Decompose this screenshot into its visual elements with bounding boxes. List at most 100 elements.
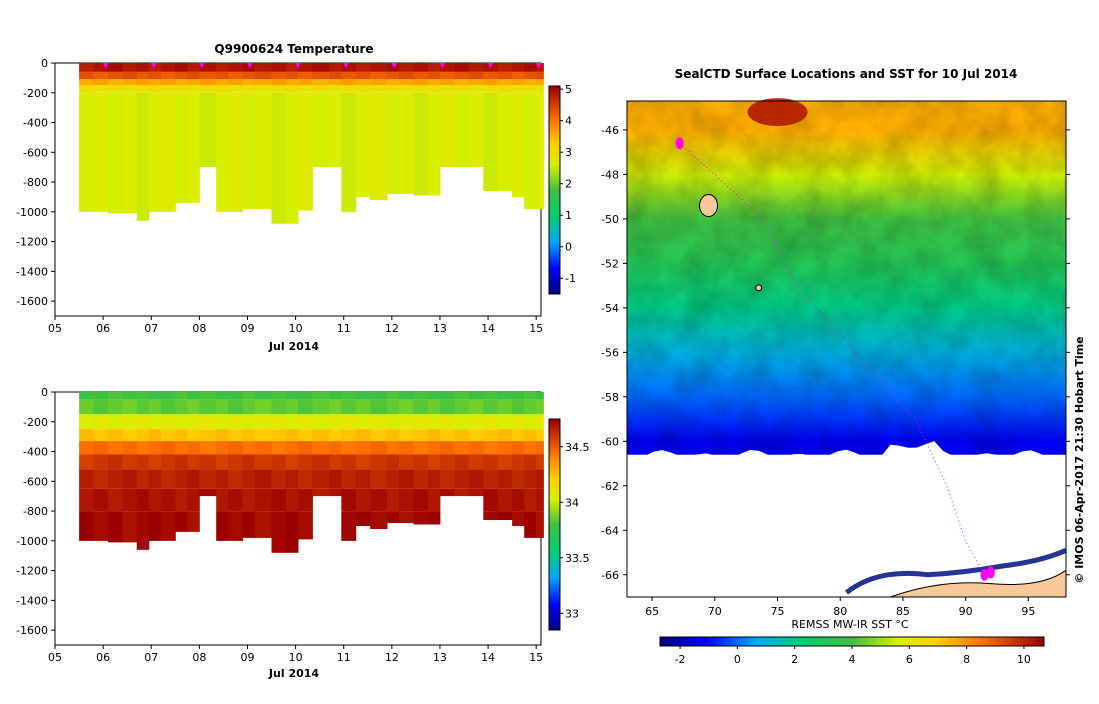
seal-location-marker (980, 568, 989, 581)
section-cell (399, 85, 414, 93)
section-cell (524, 414, 537, 430)
section-cell (254, 414, 272, 430)
section-cell (468, 79, 484, 86)
section-cell (148, 454, 162, 470)
section-cell (427, 414, 441, 430)
section-cell (370, 85, 388, 93)
lat-tick-label: -60 (601, 435, 619, 448)
section-cell (254, 399, 272, 415)
section-cell (312, 399, 330, 415)
section-cell (355, 71, 371, 80)
section-cell (216, 511, 229, 541)
colorbar-tick-label: 5 (565, 83, 572, 96)
section-cell (228, 63, 244, 72)
section-cell (454, 429, 470, 442)
section-cell (329, 414, 342, 430)
section-cell (387, 63, 400, 72)
section-cell (454, 71, 470, 80)
section-cell (216, 429, 229, 442)
colorbar-tick-label: 33 (565, 607, 579, 620)
section-cell (286, 399, 299, 415)
section-cell (93, 85, 109, 93)
section-cell (413, 488, 429, 511)
section-cell (387, 71, 400, 80)
section-cell (122, 85, 138, 93)
section-cell (199, 488, 217, 497)
section-cell (427, 71, 441, 80)
section-cell (312, 454, 330, 470)
section-cell (427, 85, 441, 93)
section-cell (271, 469, 287, 489)
section-cell (286, 441, 299, 455)
section-cell (136, 511, 150, 550)
x-tick-label: 12 (385, 651, 399, 664)
section-cell (341, 63, 357, 72)
section-cell (271, 63, 287, 72)
section-cell (286, 63, 299, 72)
section-cell (242, 441, 256, 455)
section-cell (254, 469, 272, 489)
section-cell (329, 454, 342, 470)
section-cell (355, 441, 371, 455)
section-cell (254, 63, 272, 72)
section-cell (497, 469, 513, 489)
lat-tick-label: -64 (601, 524, 619, 537)
section-cell (497, 429, 513, 442)
section-cell (524, 63, 537, 72)
section-cell (399, 469, 414, 489)
section-cell (312, 63, 330, 72)
section-cell (298, 392, 313, 400)
section-cell (175, 392, 188, 400)
section-cell (370, 429, 388, 442)
section-cell (242, 79, 256, 86)
section-cell (254, 441, 272, 455)
section-cell (454, 392, 470, 400)
section-cell (79, 63, 94, 72)
section-cell (387, 392, 400, 400)
section-cell (536, 414, 544, 430)
section-cell (136, 429, 150, 442)
y-tick-label: -400 (23, 117, 48, 130)
section-cell (497, 63, 513, 72)
section-cell (468, 488, 484, 497)
section-cell (341, 71, 357, 80)
section-cell (413, 63, 429, 72)
y-tick-label: -1600 (16, 295, 48, 308)
section-cell (254, 392, 272, 400)
section-cell (468, 71, 484, 80)
section-cell (524, 71, 537, 80)
section-cell (148, 71, 162, 80)
x-tick-label: 05 (48, 651, 62, 664)
section-cell (254, 71, 272, 80)
seal-location-marker (675, 137, 684, 150)
section-cell (187, 92, 200, 203)
section-cell (148, 488, 162, 511)
section-cell (298, 414, 313, 430)
section-cell (454, 414, 470, 430)
section-cell (536, 511, 544, 538)
section-cell (216, 488, 229, 511)
section-cell (148, 63, 162, 72)
x-tick-label: 06 (96, 322, 110, 335)
colorbar-tick-label: 33.5 (565, 552, 590, 565)
section-cell (93, 63, 109, 72)
section-cell (399, 441, 414, 455)
section-cell (440, 429, 455, 442)
section-cell (341, 454, 357, 470)
section-cell (536, 79, 544, 86)
lon-tick-label: 70 (708, 605, 722, 618)
section-cell (148, 399, 162, 415)
section-cell (483, 71, 499, 80)
section-cell (160, 79, 176, 86)
lat-tick-label: -56 (601, 346, 619, 359)
section-cell (536, 469, 544, 489)
section-cell (199, 79, 217, 86)
surface-marker (487, 63, 494, 68)
section-cell (454, 441, 470, 455)
section-cell (298, 469, 313, 489)
salinity-panel: 0 -200 -400 -600 -800 -1000 -1200 -1400 -1600 05 0… (16, 386, 589, 680)
section-cell (427, 392, 441, 400)
section-cell (370, 454, 388, 470)
section-cell (298, 92, 313, 211)
section-cell (216, 441, 229, 455)
